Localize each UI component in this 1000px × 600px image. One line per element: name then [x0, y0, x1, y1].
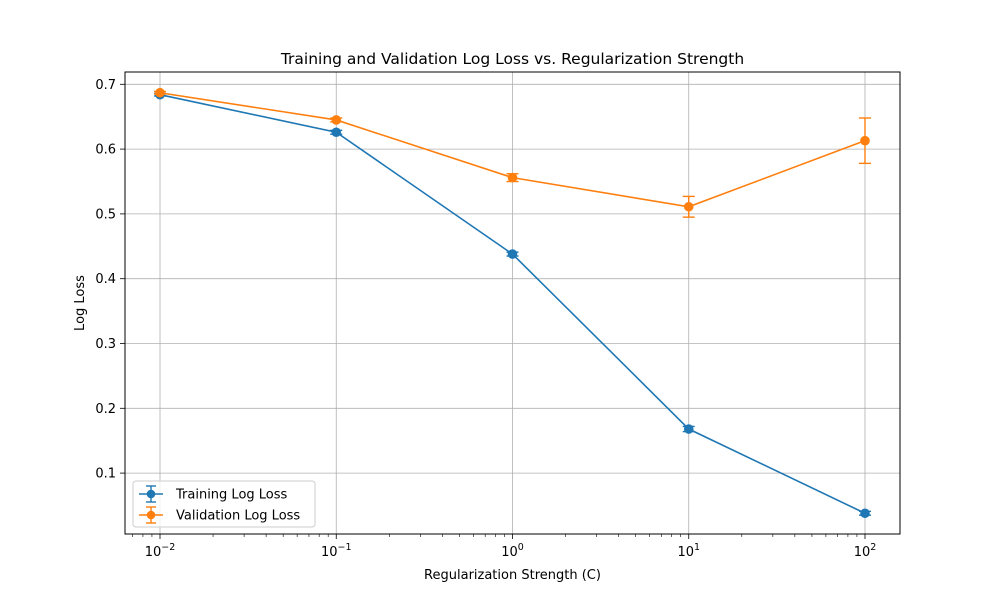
- grid-layer: [125, 72, 900, 534]
- data-point: [331, 115, 342, 125]
- x-tick-label: 10−1: [321, 542, 352, 560]
- y-tick-label: 0.5: [95, 207, 116, 222]
- data-point: [860, 508, 870, 519]
- data-point: [331, 127, 342, 138]
- y-tick-label: 0.3: [95, 337, 116, 352]
- y-tick-label: 0.6: [95, 143, 116, 158]
- legend: Training Log Loss Validation Log Loss: [132, 480, 316, 528]
- x-axis-label: Regularization Strength (C): [424, 568, 601, 583]
- y-tick-label: 0.2: [95, 402, 116, 417]
- legend-entry: Validation Log Loss: [139, 506, 300, 524]
- x-tick-label: 10−2: [145, 542, 176, 560]
- legend-entry: Training Log Loss: [139, 485, 288, 503]
- y-tick-label: 0.1: [95, 467, 116, 482]
- legend-box: [132, 480, 316, 528]
- series-validation: [154, 87, 871, 218]
- data-point: [507, 249, 518, 259]
- x-tick-label: 101: [677, 542, 700, 560]
- legend-marker: [146, 510, 156, 520]
- y-tick-label: 0.4: [95, 272, 116, 287]
- data-point: [155, 87, 165, 98]
- tick-layer: 10−2 10−1 100 101 102 0.1 0.2 0.3 0.4 0.5 0.6 0.7: [95, 78, 876, 560]
- chart-title: Training and Validation Log Loss vs. Reg…: [280, 50, 744, 68]
- data-point: [507, 172, 518, 183]
- data-point: [860, 135, 870, 146]
- x-tick-label: 100: [501, 542, 524, 560]
- x-tick-label: 102: [854, 542, 877, 560]
- legend-marker: [146, 489, 156, 499]
- data-point: [683, 424, 694, 434]
- data-point: [683, 201, 694, 212]
- legend-entries: Training Log Loss Validation Log Loss: [139, 485, 300, 524]
- y-axis-label: Log Loss: [73, 275, 88, 331]
- y-tick-label: 0.7: [95, 78, 116, 93]
- series-layer: [154, 87, 871, 519]
- legend-label: Validation Log Loss: [176, 509, 300, 524]
- legend-label: Training Log Loss: [175, 488, 288, 503]
